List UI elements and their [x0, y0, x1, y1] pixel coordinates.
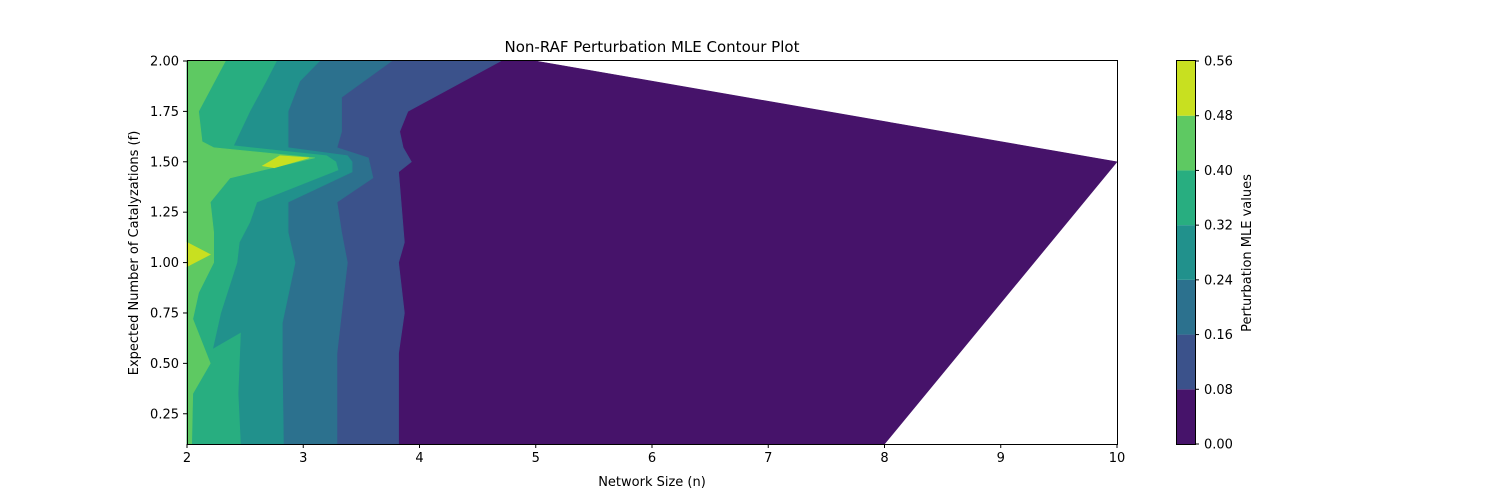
- x-tick-label: 8: [880, 451, 888, 466]
- y-tick-label: 1.50: [150, 155, 179, 170]
- x-tick-label: 2: [183, 451, 191, 466]
- x-tick-label: 10: [1109, 451, 1126, 466]
- x-axis: 2 3 4 5 6 7 8 9 10: [183, 444, 1125, 466]
- colorbar-frame: [1176, 60, 1196, 445]
- y-axis-label: Expected Number of Catalyzations (f): [127, 131, 142, 376]
- contour-band-0.48-0.56: [261, 155, 310, 169]
- colorbar-swatch: [1177, 389, 1195, 444]
- x-tick-label: 6: [648, 451, 656, 466]
- y-tick-label: 1.25: [150, 206, 179, 221]
- colorbar-swatch: [1177, 170, 1195, 226]
- y-tick-label: 0.50: [150, 357, 179, 372]
- colorbar: 0.00 0.08 0.16 0.24 0.32 0.40 0.48 0.56 Perturb…: [1176, 55, 1255, 453]
- colorbar-swatch: [1177, 61, 1195, 116]
- y-tick-label: 0.25: [150, 407, 179, 422]
- y-tick-label: 0.75: [150, 306, 179, 321]
- x-tick-label: 4: [415, 451, 423, 466]
- chart-title: Non-RAF Perturbation MLE Contour Plot: [505, 38, 800, 56]
- colorbar-tick-label: 0.48: [1204, 109, 1233, 124]
- colorbar-tick-label: 0.40: [1204, 164, 1233, 179]
- colorbar-ticks: 0.00 0.08 0.16 0.24 0.32 0.40 0.48 0.56: [1195, 55, 1233, 453]
- colorbar-tick-label: 0.56: [1204, 55, 1233, 70]
- plot-area: [186, 60, 1118, 445]
- colorbar-swatch: [1177, 334, 1195, 390]
- x-axis-label: Network Size (n): [598, 475, 706, 490]
- colorbar-label: Perturbation MLE values: [1240, 174, 1255, 332]
- x-tick-label: 9: [997, 451, 1005, 466]
- x-tick-label: 3: [299, 451, 307, 466]
- colorbar-swatch: [1177, 225, 1195, 280]
- x-tick-label: 7: [764, 451, 772, 466]
- y-tick-label: 2.00: [150, 55, 179, 70]
- colorbar-tick-label: 0.00: [1204, 438, 1233, 453]
- colorbar-swatch: [1177, 279, 1195, 335]
- x-tick-label: 5: [532, 451, 540, 466]
- y-axis: 0.25 0.50 0.75 1.00 1.25 1.50 1.75 2.00: [150, 55, 187, 422]
- colorbar-swatches: [1177, 61, 1195, 444]
- colorbar-tick-label: 0.24: [1204, 273, 1233, 288]
- colorbar-tick-label: 0.16: [1204, 328, 1233, 343]
- colorbar-swatch: [1177, 115, 1195, 171]
- y-tick-label: 1.75: [150, 105, 179, 120]
- contour-bands: [186, 60, 1118, 445]
- y-tick-label: 1.00: [150, 256, 179, 271]
- colorbar-tick-label: 0.32: [1204, 219, 1233, 234]
- colorbar-tick-label: 0.08: [1204, 383, 1233, 398]
